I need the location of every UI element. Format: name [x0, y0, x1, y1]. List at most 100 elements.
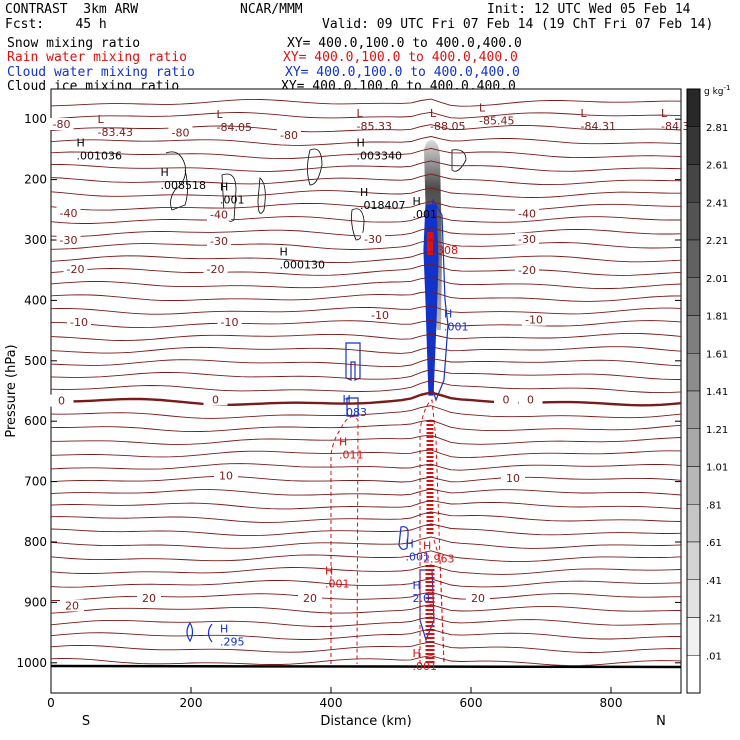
temperature-contour-line — [50, 488, 682, 496]
contour-label: -30 — [60, 234, 78, 247]
temperature-contour-line — [50, 616, 682, 627]
extremum-value: 2.308 — [427, 244, 459, 257]
contour-label: -80 — [172, 126, 190, 139]
extremum-value: 2.963 — [423, 552, 455, 565]
contour-label-background — [207, 208, 231, 221]
contour-label: -30 — [210, 235, 228, 248]
extremum-value: .001 — [406, 550, 431, 563]
colorbar-segment — [686, 202, 701, 241]
contour-label-background — [518, 393, 543, 406]
contour-label: 10 — [506, 472, 520, 485]
colorbar-level-label: 2.21 — [706, 236, 728, 247]
field-name-snow: Snow mixing ratio — [7, 36, 141, 51]
extremum-marker: H — [427, 231, 435, 244]
temperature-contour-line — [50, 136, 682, 146]
x-endpoint-left: S — [82, 714, 90, 729]
colorbar-unit: g kg-1 — [704, 84, 730, 97]
contour-label-background — [515, 264, 539, 277]
extremum-marker: H — [280, 246, 288, 259]
contour-label-background — [203, 262, 228, 275]
temperature-contour-line — [50, 499, 682, 510]
cloud-water-outline — [427, 198, 449, 402]
extremum-marker: L — [98, 113, 105, 126]
y-tick-label: 600 — [24, 414, 47, 428]
y-tick-label: 700 — [24, 475, 47, 489]
extremum-marker: L — [581, 107, 588, 120]
forecast-label: Fcst: 45 h — [5, 17, 107, 32]
colorbar-level-label: .81 — [706, 500, 722, 511]
extremum-marker: L — [217, 108, 224, 121]
extremum-marker: L — [661, 107, 668, 120]
contour-label-background — [494, 393, 518, 406]
extremum-marker: H — [220, 181, 228, 194]
contour-label: 0 — [58, 395, 65, 408]
contour-label: -10 — [70, 316, 88, 329]
extremum-marker: H — [360, 186, 368, 199]
cloud-ice-contour-a — [165, 151, 188, 211]
colorbar-segment — [686, 541, 701, 580]
cloud-water-contour-mid-inner — [346, 397, 359, 417]
extremum-value: -88.05 — [430, 120, 465, 133]
colorbar-segment — [686, 277, 701, 316]
extremum-value: -85.33 — [357, 120, 392, 133]
valid-label: Valid: 09 UTC Fri 07 Feb 14 (19 ChT Fri … — [322, 17, 714, 32]
contour-label-background — [522, 313, 546, 326]
x-tick-label: 0 — [47, 696, 55, 710]
contour-label: -10 — [221, 316, 239, 329]
contour-label-background — [137, 592, 161, 605]
colorbar-segment — [686, 617, 701, 656]
colorbar-segment — [686, 579, 701, 618]
contour-label-background — [56, 234, 81, 246]
x-tick-label: 200 — [180, 696, 203, 710]
temperature-contour-line — [50, 405, 682, 419]
field-name-rain: Rain water mixing ratio — [7, 50, 188, 65]
contour-label: 0 — [527, 393, 534, 406]
contour-label: -30 — [518, 233, 536, 246]
extremum-marker: L — [430, 107, 437, 120]
contour-label-background — [56, 206, 81, 219]
cloud-water-contour-sfc-a — [186, 621, 194, 643]
temperature-contour-line — [50, 391, 682, 407]
temperature-contour-line — [50, 536, 682, 549]
contour-label-background — [168, 126, 193, 139]
temperature-contour-line — [50, 380, 682, 394]
contour-label: -40 — [518, 207, 536, 220]
extremum-value: .001 — [325, 578, 350, 591]
extremum-value: .295 — [220, 636, 245, 649]
temperature-contour-line — [50, 578, 682, 588]
contour-label: 20 — [303, 592, 317, 605]
contour-label: -10 — [371, 309, 389, 322]
extremum-marker: H — [220, 623, 228, 636]
contour-label-background — [368, 308, 392, 321]
colorbar-level-label: 1.41 — [706, 387, 728, 398]
y-tick-label: 100 — [24, 112, 47, 126]
y-tick-label: 500 — [24, 354, 47, 368]
temperature-contour-line — [50, 290, 682, 302]
contour-label-background — [63, 262, 88, 275]
colorbar-segment — [686, 315, 701, 354]
contour-label-background — [361, 232, 385, 245]
contour-label: -20 — [67, 263, 85, 276]
extremum-value: -84.05 — [217, 121, 252, 134]
temperature-contour-line — [51, 434, 682, 445]
cloud-water-contour-mid — [345, 342, 361, 381]
temperature-contour-line — [50, 357, 682, 368]
contour-label: 20 — [471, 592, 485, 605]
x-tick-label: 600 — [460, 696, 483, 710]
extremum-value: .018407 — [360, 199, 406, 212]
colorbar-unit-exponent: -1 — [724, 84, 731, 92]
extremum-marker: L — [357, 107, 364, 120]
contour-label: -40 — [60, 207, 78, 220]
temperature-contour-line — [50, 263, 682, 276]
rain-core-top — [427, 232, 433, 255]
extremum-marker: H — [413, 195, 421, 208]
field-name-cloud-water: Cloud water mixing ratio — [7, 65, 195, 80]
ground-line — [50, 664, 682, 669]
temperature-contour-line — [50, 332, 682, 341]
extremum-value: .001 — [413, 208, 438, 221]
contour-label-background — [298, 592, 322, 605]
x-tick-label: 400 — [320, 696, 343, 710]
temperature-contour-line — [50, 124, 682, 133]
